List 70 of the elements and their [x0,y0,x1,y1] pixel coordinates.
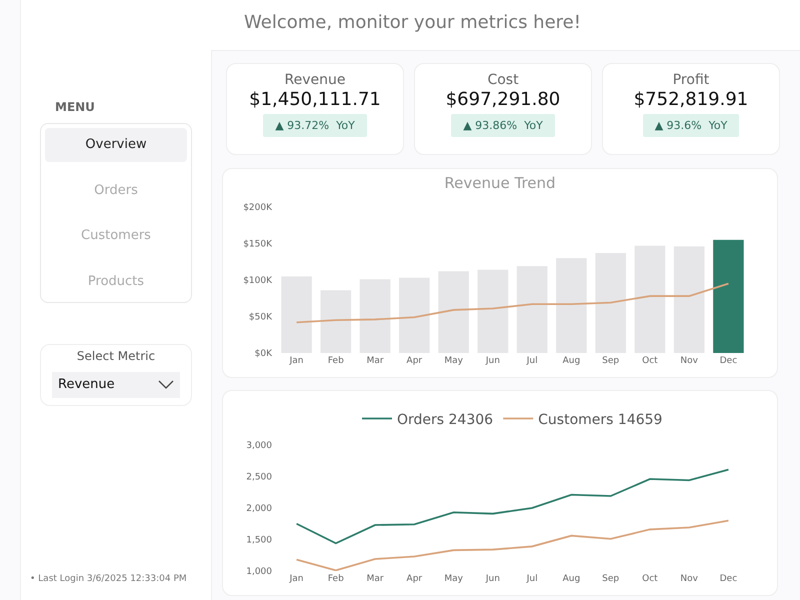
text: • Last Login 3/6/2025 12:33:04 PM [30,574,188,584]
bar [516,266,548,353]
text: Revenue [58,377,115,392]
x-tick-label: Dec [720,356,738,366]
legend-label: Orders 24306 [397,412,494,428]
x-tick-label: Apr [406,356,422,366]
line-series [296,468,730,544]
x-tick-label: Nov [680,356,699,366]
x-tick-label: Apr [406,574,422,584]
bar [399,278,430,353]
x-tick-label: Jun [484,574,500,584]
bar [634,246,666,353]
text: Products [86,272,146,290]
x-tick-label: Jul [526,574,538,584]
text: ▲ 93.86% YoY [451,114,555,137]
x-tick-label: Oct [642,574,658,584]
x-tick-label: Jul [526,356,538,366]
text: $752,819.91 [632,89,750,110]
y-tick-label: $50K [248,312,274,323]
x-tick-label: Mar [366,574,384,584]
bar [595,252,626,353]
text: $1,450,111.71 [248,89,382,110]
x-tick-label: Nov [680,574,699,584]
x-tick-label: Aug [562,356,580,366]
text: Orders [93,182,139,200]
y-tick-label: $100K [243,276,274,286]
bar [556,258,587,353]
y-tick-label: $0K [254,349,274,360]
x-tick-label: Jun [484,356,500,366]
bar [713,240,744,353]
x-tick-label: Sep [602,356,620,366]
y-tick-label: 3,000 [246,441,272,452]
line-series [296,520,730,571]
x-tick-label: Sep [602,574,620,584]
x-tick-label: Feb [328,574,344,584]
bar [478,270,508,353]
bar [320,290,352,353]
y-tick-label: 1,500 [246,536,272,546]
x-tick-label: Feb [328,356,344,366]
y-tick-label: $200K [243,203,274,214]
x-tick-label: May [444,574,464,584]
x-tick-label: Dec [720,574,738,584]
y-tick-label: 2,500 [246,472,272,483]
bar [438,271,469,353]
text: Welcome, monitor your metrics here! [244,11,582,35]
x-tick-label: Aug [562,574,580,584]
bar [674,246,704,353]
text: ▲ 93.6% YoY [642,114,740,137]
x-tick-label: Jan [288,356,304,366]
chart-title: Revenue Trend [444,174,556,192]
text: ▲ 93.72% YoY [263,114,367,137]
text: Select Metric [76,349,156,363]
y-tick-label: 2,000 [246,504,272,514]
x-tick-label: Oct [642,356,658,366]
line-series [296,282,730,324]
y-tick-label: $150K [243,240,274,250]
text: Profit [672,72,710,88]
x-tick-label: Mar [366,356,384,366]
bar [360,279,390,353]
y-tick-label: 1,000 [246,567,272,578]
legend-label: Customers 14659 [538,412,662,428]
text: Overview [45,128,187,162]
bar [281,276,312,353]
text: Revenue [284,72,346,88]
text: Customers [80,227,152,245]
text: $697,291.80 [444,89,562,110]
text: Cost [486,72,520,88]
text: MENU [55,100,95,114]
x-tick-label: Jan [288,574,304,584]
x-tick-label: May [444,356,464,366]
